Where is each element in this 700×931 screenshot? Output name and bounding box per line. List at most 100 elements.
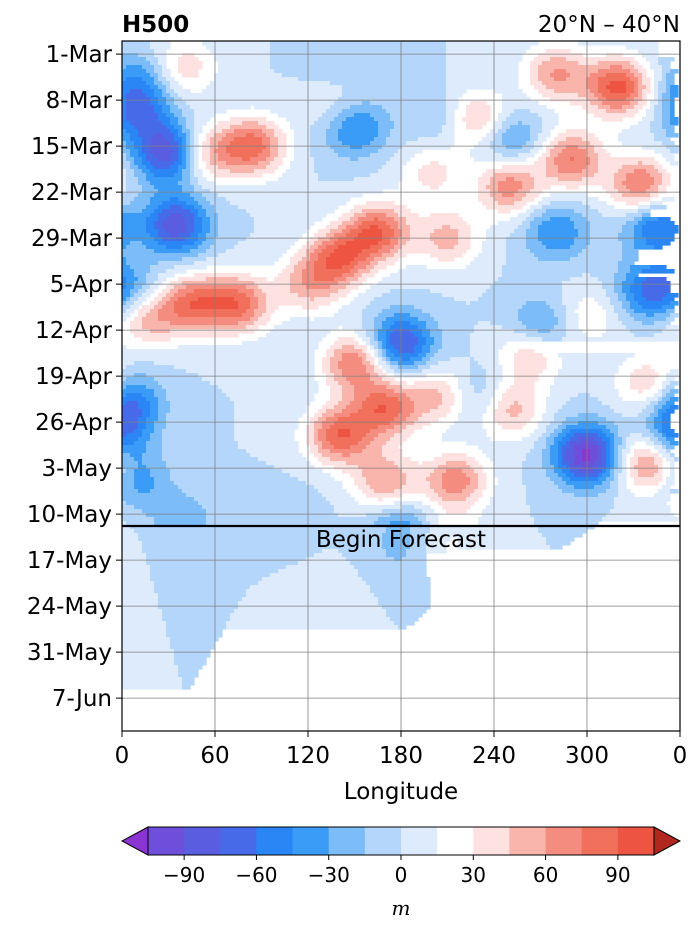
field-cell — [658, 413, 663, 418]
field-cell — [578, 253, 623, 258]
field-cell — [186, 117, 195, 122]
field-cell — [490, 225, 519, 230]
field-cell — [446, 469, 463, 474]
field-cell — [150, 41, 171, 46]
field-cell — [386, 457, 411, 462]
field-cell — [146, 445, 163, 450]
field-cell — [614, 465, 619, 470]
field-cell — [178, 57, 199, 62]
field-cell — [630, 433, 643, 438]
field-cell — [378, 349, 383, 354]
field-cell — [290, 473, 331, 478]
field-cell — [158, 309, 175, 314]
field-cell — [618, 293, 627, 298]
field-cell — [354, 257, 367, 262]
field-cell — [390, 129, 443, 134]
field-cell — [350, 561, 427, 566]
field-cell — [666, 445, 675, 450]
field-cell — [374, 329, 379, 334]
field-cell — [666, 73, 675, 78]
field-cell — [562, 461, 571, 466]
field-cell — [626, 221, 639, 226]
field-cell — [138, 537, 383, 542]
field-cell — [498, 221, 523, 226]
field-cell — [122, 105, 127, 110]
field-cell — [618, 433, 631, 438]
field-cell — [338, 429, 351, 434]
field-cell — [142, 293, 151, 298]
field-cell — [122, 441, 135, 446]
field-cell — [378, 333, 387, 338]
field-cell — [622, 437, 627, 442]
field-cell — [538, 233, 579, 238]
field-cell — [286, 565, 355, 570]
field-cell — [338, 309, 363, 314]
field-cell — [218, 253, 283, 258]
field-cell — [606, 289, 615, 294]
field-cell — [218, 145, 227, 150]
field-cell — [122, 385, 127, 390]
field-cell — [178, 665, 203, 670]
field-cell — [354, 221, 363, 226]
field-cell — [470, 493, 483, 498]
field-cell — [342, 221, 355, 226]
field-cell — [654, 417, 663, 422]
field-cell — [662, 197, 675, 202]
field-cell — [122, 613, 163, 618]
field-cell — [370, 141, 387, 146]
field-cell — [466, 113, 491, 118]
field-cell — [602, 401, 651, 406]
field-cell — [578, 437, 595, 442]
field-cell — [446, 41, 539, 46]
field-cell — [502, 397, 535, 402]
field-cell — [574, 461, 595, 466]
field-cell — [122, 421, 139, 426]
field-cell — [586, 77, 599, 82]
field-cell — [530, 249, 583, 254]
field-cell — [230, 169, 255, 174]
field-cell — [138, 309, 151, 314]
field-cell — [650, 205, 667, 210]
field-cell — [334, 149, 379, 154]
field-cell — [554, 441, 559, 446]
field-cell — [210, 161, 227, 166]
field-cell — [518, 121, 523, 126]
field-cell — [654, 117, 663, 122]
field-cell — [554, 313, 567, 318]
field-cell — [206, 237, 215, 242]
field-cell — [598, 421, 615, 426]
field-cell — [254, 133, 267, 138]
field-cell — [518, 225, 531, 230]
field-cell — [126, 181, 139, 186]
field-cell — [450, 225, 471, 230]
field-cell — [262, 289, 291, 294]
field-cell — [290, 121, 315, 126]
field-cell — [142, 65, 155, 70]
field-cell — [190, 105, 251, 110]
field-cell — [446, 429, 487, 434]
field-cell — [430, 213, 459, 218]
field-cell — [390, 381, 407, 386]
field-cell — [350, 473, 363, 478]
field-cell — [126, 65, 143, 70]
field-cell — [606, 321, 623, 326]
field-cell — [398, 625, 407, 630]
field-cell — [282, 173, 319, 178]
field-cell — [134, 197, 151, 202]
field-cell — [130, 165, 139, 170]
field-cell — [346, 405, 363, 410]
field-cell — [550, 457, 559, 462]
field-cell — [138, 289, 147, 294]
field-cell — [342, 305, 367, 310]
field-cell — [330, 345, 343, 350]
field-cell — [654, 109, 663, 114]
field-cell — [342, 273, 355, 278]
field-cell — [362, 337, 371, 342]
field-cell — [402, 421, 415, 426]
field-cell — [470, 477, 479, 482]
field-cell — [126, 189, 143, 194]
field-cell — [470, 381, 487, 386]
field-cell — [602, 305, 615, 310]
field-cell — [198, 501, 331, 506]
field-cell — [138, 421, 147, 426]
